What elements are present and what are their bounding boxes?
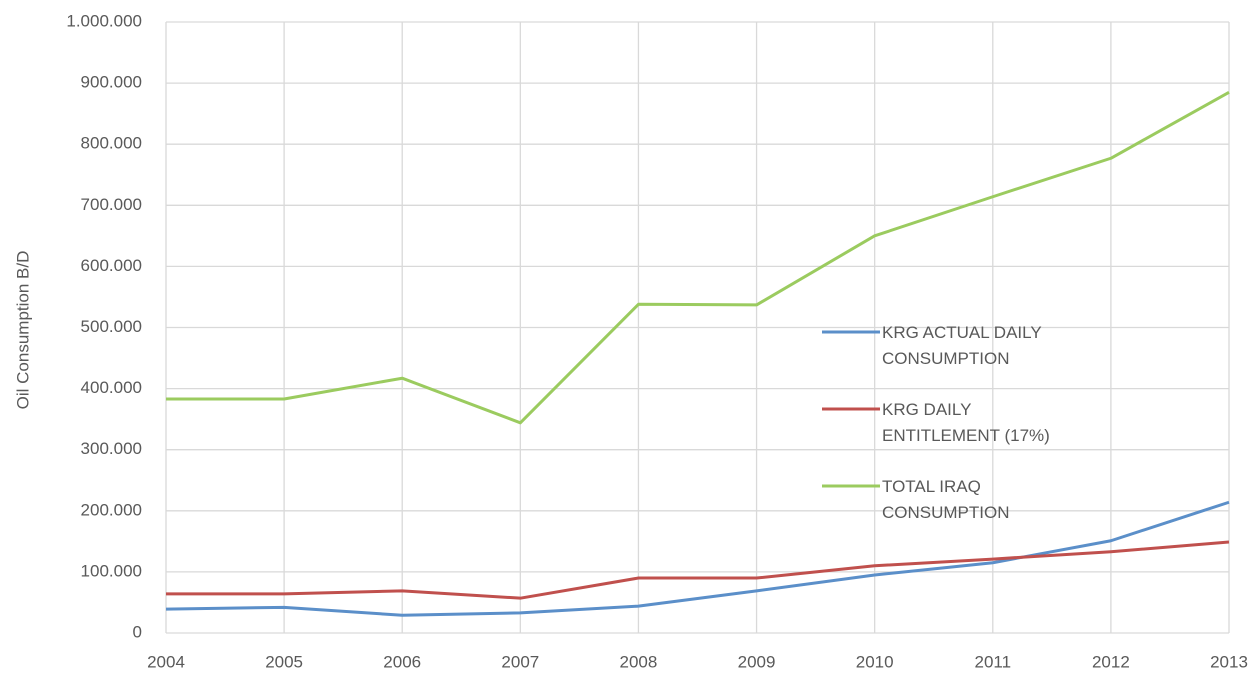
series-line [165,500,1230,617]
x-tick-label: 2012 [1092,652,1130,671]
legend-label: TOTAL IRAQ CONSUMPTION [882,477,1010,522]
y-tick-label: 800.000 [81,134,142,153]
x-tick-label: 2005 [265,652,303,671]
y-tick-label: 700.000 [81,195,142,214]
x-tick-label: 2006 [383,652,421,671]
y-tick-label: 400.000 [81,378,142,397]
y-tick-label: 900.000 [81,73,142,92]
y-tick-label: 500.000 [81,317,142,336]
y-tick-label: 200.000 [81,500,142,519]
y-tick-label: 1.000.000 [66,11,142,30]
x-tick-label: 2007 [501,652,539,671]
legend-label: KRG ACTUAL DAILY CONSUMPTION [882,323,1042,368]
legend-label: KRG DAILY ENTITLEMENT (17%) [882,400,1050,445]
x-tick-label: 2004 [147,652,185,671]
x-tick-label: 2009 [738,652,776,671]
y-tick-label: 100.000 [81,561,142,580]
series-line [166,90,1230,425]
x-tick-label: 2011 [974,652,1011,671]
x-tick-label: 2008 [620,652,658,671]
y-tick-label: 300.000 [81,439,142,458]
series-line [166,540,1230,600]
x-tick-label: 2013 [1210,652,1248,671]
y-tick-label: 0 [133,622,142,641]
y-axis-label: Oil Consumption B/D [13,251,32,410]
x-tick-label: 2010 [856,652,894,671]
y-tick-label: 600.000 [81,256,142,275]
